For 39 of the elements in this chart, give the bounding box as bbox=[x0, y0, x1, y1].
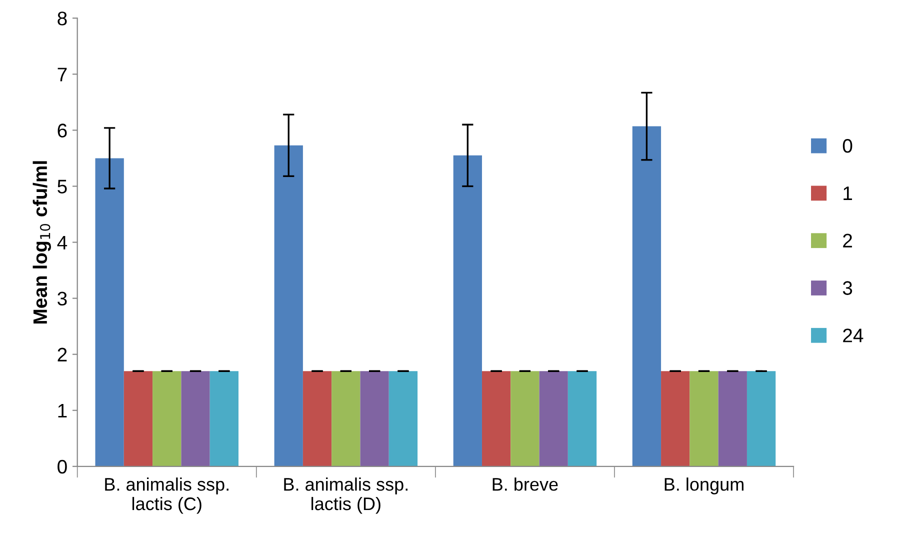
legend-label: 3 bbox=[842, 281, 852, 295]
y-tick-label: 3 bbox=[58, 292, 67, 306]
bar bbox=[568, 371, 597, 466]
legend-label: 2 bbox=[843, 234, 852, 248]
x-tick-label: B. animalis ssp. lactis (C) bbox=[105, 478, 228, 514]
bar bbox=[661, 371, 690, 466]
bar bbox=[332, 371, 360, 466]
y-tick-label: 4 bbox=[57, 236, 68, 250]
y-tick-label: 1 bbox=[58, 404, 67, 418]
bar bbox=[453, 155, 482, 466]
bar bbox=[152, 371, 182, 466]
bar bbox=[210, 371, 238, 466]
bar bbox=[302, 371, 332, 466]
y-axis-title: Mean log$_{10}$ cfu/ml bbox=[32, 161, 51, 324]
bar bbox=[482, 371, 511, 466]
bar bbox=[124, 371, 153, 466]
bar bbox=[539, 371, 568, 466]
bar bbox=[360, 371, 389, 466]
y-tick-label: 0 bbox=[58, 460, 67, 474]
y-tick-label: 8 bbox=[58, 12, 67, 26]
y-tick-label: 6 bbox=[58, 124, 67, 138]
x-tick-label: B. animalis ssp. lactis (D) bbox=[284, 478, 408, 514]
legend-label: 24 bbox=[843, 328, 864, 342]
bar bbox=[746, 371, 776, 466]
y-tick-label: 7 bbox=[58, 68, 67, 82]
bar bbox=[274, 145, 303, 466]
legend-label: 0 bbox=[842, 138, 852, 153]
y-tick-label: 5 bbox=[58, 180, 67, 194]
legend-label: 1 bbox=[844, 186, 852, 200]
x-tick-label: B. breve bbox=[492, 478, 558, 491]
y-tick-label: 2 bbox=[58, 348, 67, 362]
bar bbox=[632, 126, 662, 466]
bar bbox=[95, 158, 124, 466]
bar bbox=[388, 371, 418, 466]
bar bbox=[510, 371, 540, 466]
bar bbox=[718, 371, 747, 466]
x-tick-label: B. longum bbox=[664, 478, 744, 494]
bar bbox=[690, 371, 718, 466]
bar bbox=[181, 371, 210, 466]
